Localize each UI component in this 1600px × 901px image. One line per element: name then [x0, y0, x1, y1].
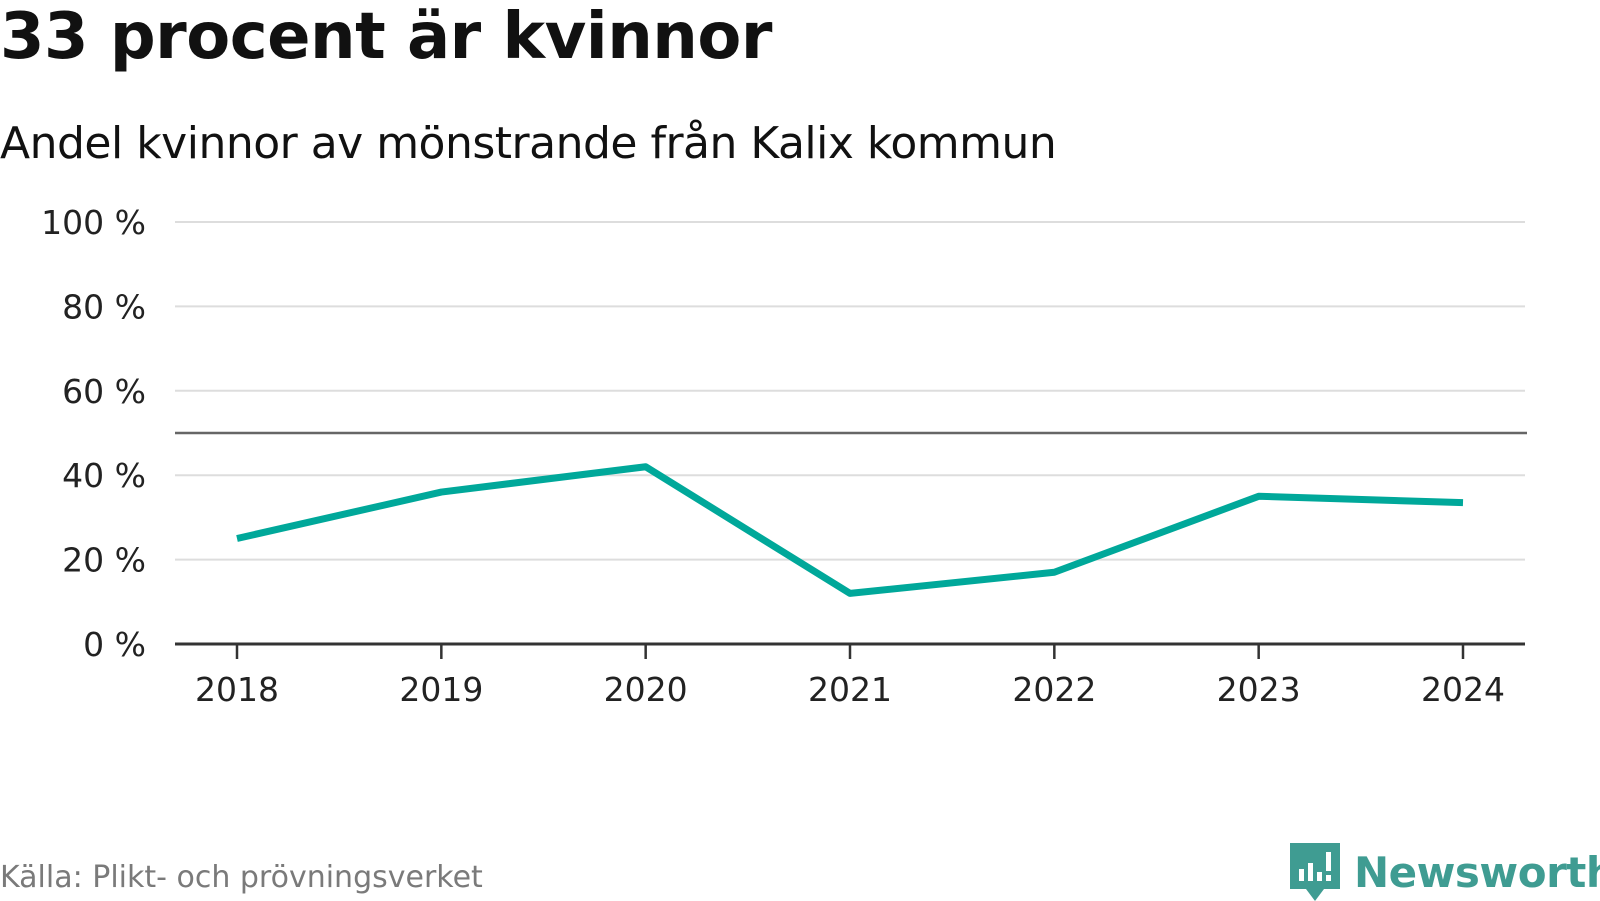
source-note: Källa: Plikt- och prövningsverket	[0, 860, 483, 895]
chart-subtitle: Andel kvinnor av mönstrande från Kalix k…	[0, 118, 1057, 169]
newsworthy-logo: Newsworthy	[1290, 843, 1600, 901]
y-tick-label: 0 %	[83, 625, 146, 664]
x-tick-label: 2021	[808, 670, 892, 709]
y-tick-label: 100 %	[41, 203, 146, 242]
y-tick-label: 40 %	[62, 456, 146, 495]
y-tick-label: 60 %	[62, 372, 146, 411]
x-tick-label: 2019	[399, 670, 483, 709]
chart-title: 33 procent är kvinnor	[0, 0, 772, 74]
x-tick-label: 2024	[1421, 670, 1505, 709]
y-tick-label: 80 %	[62, 287, 146, 326]
y-tick-label: 20 %	[62, 541, 146, 580]
series-line	[236, 463, 1464, 597]
x-tick-label: 2020	[604, 670, 688, 709]
x-tick-label: 2022	[1012, 670, 1096, 709]
brand-name: Newsworthy	[1354, 847, 1600, 897]
newsworthy-logo-icon	[1290, 843, 1340, 901]
x-tick-label: 2023	[1217, 670, 1301, 709]
x-tick-label: 2018	[195, 670, 279, 709]
